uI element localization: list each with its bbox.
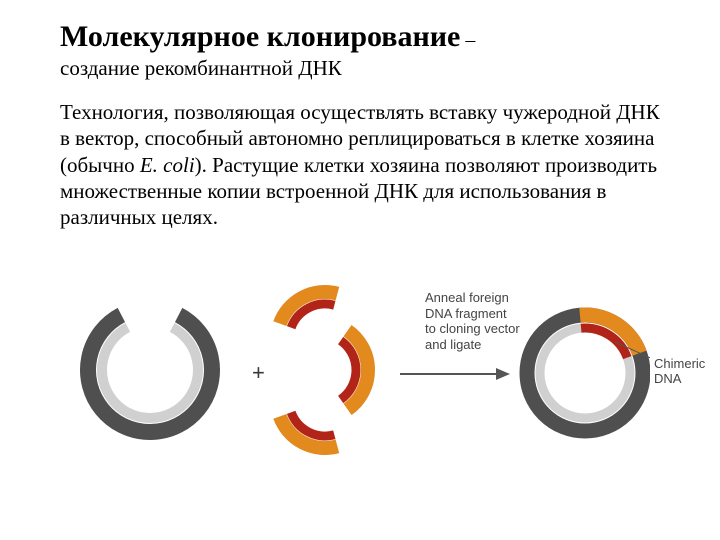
arrow-right-icon — [400, 364, 510, 384]
cloning-diagram: + Anneal foreignDNA fragmentto cloning v… — [60, 260, 670, 480]
heading: Молекулярное клонирование – — [60, 20, 670, 54]
title-text: Молекулярное клонирование — [60, 20, 460, 53]
body-paragraph: Технология, позволяющая осуществлять вст… — [60, 99, 670, 230]
title-dash: – — [460, 29, 475, 51]
chimeric-dna-label: ChimericDNA — [650, 354, 709, 388]
vector-plasmid-open — [60, 280, 240, 460]
dna-fragments — [250, 270, 410, 470]
body-italic: E. coli — [140, 153, 195, 177]
subtitle: создание рекомбинантной ДНК — [60, 56, 670, 81]
